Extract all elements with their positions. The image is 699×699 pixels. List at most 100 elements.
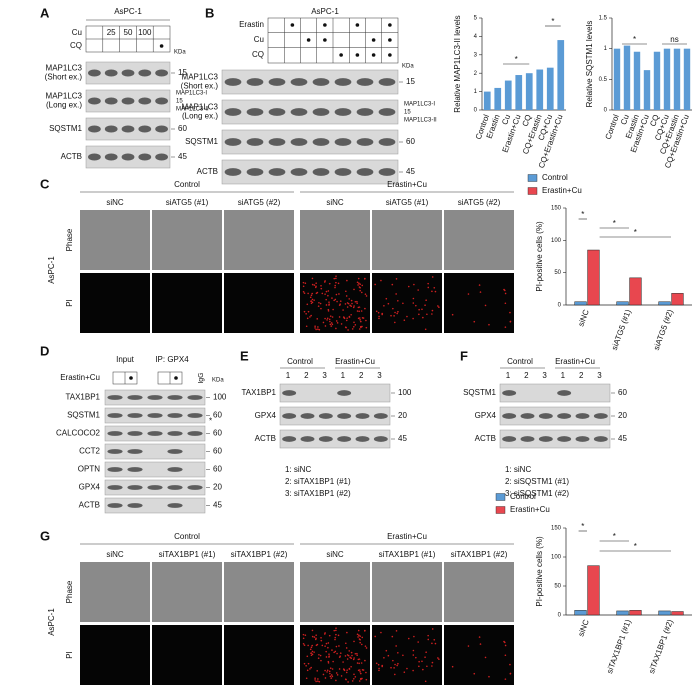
pi-signal — [325, 304, 328, 306]
pi-signal — [310, 300, 313, 302]
dot — [323, 38, 327, 42]
lane: 1 — [561, 371, 566, 380]
pi-signal — [365, 671, 367, 674]
phase-image — [372, 562, 442, 622]
pi-signal — [330, 325, 333, 327]
pi-signal — [339, 652, 342, 654]
pi-signal — [334, 638, 336, 641]
band — [290, 168, 308, 176]
x-tick-label: Control — [604, 113, 621, 141]
band — [355, 436, 370, 442]
bar — [574, 610, 587, 616]
band — [88, 69, 101, 77]
pi-signal — [329, 667, 332, 669]
pi-signal — [364, 277, 366, 280]
pi-signal — [311, 298, 314, 301]
pi-signal — [359, 635, 361, 637]
pi-signal — [326, 669, 329, 672]
pi-signal — [307, 644, 309, 647]
column: siNC — [326, 550, 344, 559]
band — [88, 153, 101, 161]
band — [155, 125, 168, 133]
pi-signal — [509, 663, 511, 666]
bar — [671, 611, 684, 616]
pi-signal — [358, 328, 361, 330]
lane: 2 — [579, 371, 584, 380]
y-tick-label: 1 — [474, 89, 478, 95]
band-label: MAP1LC3-I — [176, 91, 207, 97]
band — [378, 168, 396, 176]
pi-signal — [328, 656, 330, 658]
treatment: CQ — [252, 50, 264, 59]
pi-signal — [418, 308, 420, 311]
unit: KDa — [402, 64, 414, 70]
pi-signal — [394, 311, 396, 314]
pi-signal — [317, 657, 320, 659]
unit: KDa — [174, 50, 186, 56]
pi-signal — [357, 277, 360, 280]
pi-signal — [320, 284, 322, 287]
bar — [629, 277, 642, 306]
pi-signal — [326, 671, 328, 673]
pi-signal — [346, 654, 349, 656]
dot — [371, 53, 376, 57]
pi-signal — [302, 290, 305, 293]
pi-signal — [412, 302, 415, 304]
y-tick-label: 150 — [551, 526, 562, 532]
pi-signal — [431, 313, 433, 315]
row-label: Phase — [65, 228, 74, 251]
blot-label: MAP1LC3 — [182, 103, 219, 112]
band — [107, 431, 123, 436]
pi-signal — [394, 663, 396, 666]
panel-letter: D — [40, 343, 49, 358]
pi-signal — [348, 667, 351, 670]
pi-signal — [316, 643, 319, 646]
pi-signal — [387, 302, 390, 305]
pi-signal — [311, 653, 314, 656]
pi-signal — [331, 297, 333, 299]
pi-signal — [322, 673, 325, 676]
pi-signal — [358, 282, 360, 284]
pi-signal — [310, 666, 312, 669]
pi-image — [224, 273, 294, 333]
pi-signal — [346, 658, 349, 660]
row-label: Phase — [65, 580, 74, 603]
dot — [388, 53, 392, 57]
blot-label: TAX1BP1 — [65, 393, 100, 402]
pi-signal — [344, 655, 347, 657]
bar — [494, 87, 502, 110]
blot-label: TAX1BP1 — [241, 388, 276, 397]
pi-signal — [310, 302, 313, 305]
marker: 60 — [213, 465, 222, 474]
annotation: * — [634, 228, 637, 237]
pi-signal — [426, 665, 428, 668]
x-tick-label: siATG5 (#2) — [652, 308, 675, 351]
marker: 15 — [178, 68, 187, 77]
pi-signal — [325, 650, 327, 653]
pi-signal — [364, 659, 366, 662]
pi-signal — [335, 629, 337, 632]
pi-signal — [359, 670, 361, 673]
pi-signal — [337, 634, 340, 637]
panel-letter: F — [460, 348, 468, 363]
phase-image — [372, 210, 442, 270]
band — [224, 138, 242, 146]
bar — [574, 301, 587, 306]
pi-signal — [327, 662, 330, 664]
note: * — [209, 417, 212, 426]
pi-signal — [342, 661, 344, 663]
pi-signal — [335, 327, 337, 330]
band — [312, 168, 330, 176]
group: Erastin+Cu — [555, 357, 595, 366]
bar — [673, 48, 681, 110]
marker: 20 — [618, 411, 627, 420]
pi-signal — [349, 656, 351, 659]
pi-signal — [338, 645, 340, 647]
pi-signal — [361, 677, 363, 680]
marker: 60 — [213, 411, 222, 420]
band — [127, 467, 143, 472]
column: siTAX1BP1 (#2) — [231, 550, 288, 559]
pi-signal — [335, 679, 337, 682]
row-label: PI — [65, 299, 74, 307]
phase-image — [152, 562, 222, 622]
